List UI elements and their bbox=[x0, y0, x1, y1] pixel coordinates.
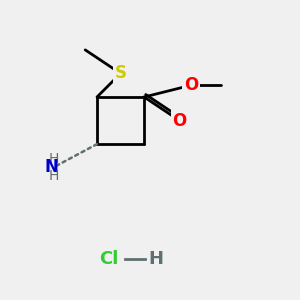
Text: Cl: Cl bbox=[99, 250, 118, 268]
Text: H: H bbox=[148, 250, 164, 268]
Text: O: O bbox=[184, 76, 198, 94]
Text: H: H bbox=[49, 152, 59, 166]
Text: O: O bbox=[172, 112, 187, 130]
Text: H: H bbox=[49, 169, 59, 183]
Text: N: N bbox=[44, 158, 58, 176]
Text: S: S bbox=[115, 64, 127, 82]
